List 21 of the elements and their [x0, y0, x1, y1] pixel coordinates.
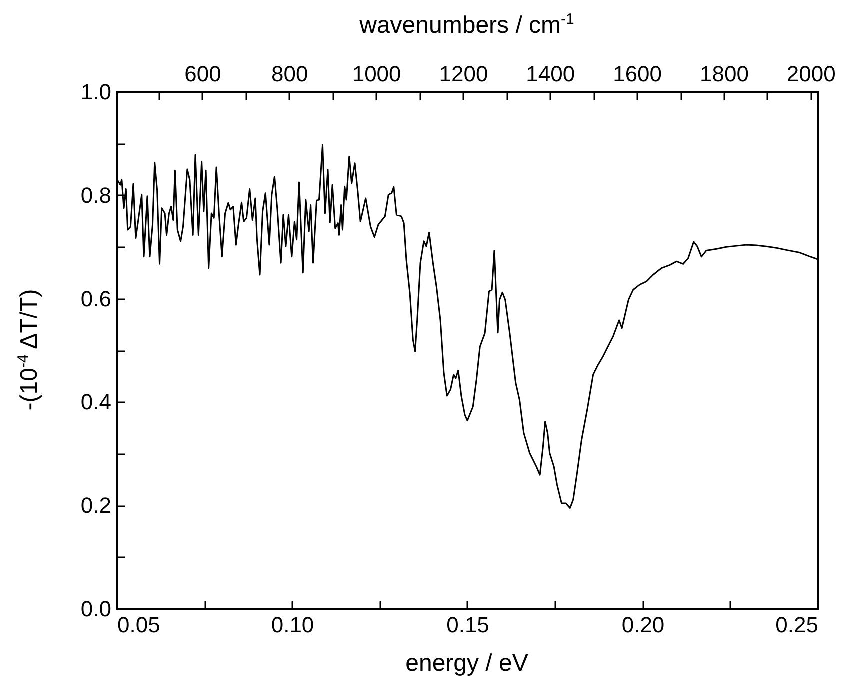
- y-tick-label: 0.6: [80, 286, 112, 312]
- y-tick-label: 0.2: [80, 493, 112, 518]
- x-tick-label: 0.10: [271, 612, 314, 638]
- x-tick-label: 0.05: [118, 612, 160, 638]
- x2-tick-label: 800: [272, 62, 308, 86]
- x2-axis-title: wavenumbers / cm$^{-1}$: [360, 11, 574, 39]
- y-tick-label: 1.0: [80, 80, 112, 104]
- x-tick-label: 0.20: [622, 612, 665, 638]
- y-tick-label: 0.4: [80, 390, 112, 415]
- x2-tick-label: 2000: [786, 62, 836, 86]
- x2-tick-label: 600: [184, 62, 222, 86]
- x2-tick-label: 1400: [526, 62, 576, 86]
- x2-tick-label: 1200: [439, 62, 488, 86]
- y-tick-label: 0.8: [80, 182, 112, 208]
- x-tick-label: 0.15: [446, 612, 490, 638]
- x-tick-label: 0.25: [776, 612, 818, 638]
- y-tick-label: 0.0: [80, 596, 112, 622]
- x-axis-title: energy / eV: [406, 650, 528, 677]
- x2-tick-label: 1000: [352, 62, 402, 86]
- x2-tick-label: 1800: [700, 62, 749, 86]
- x2-tick-label: 1600: [613, 62, 662, 86]
